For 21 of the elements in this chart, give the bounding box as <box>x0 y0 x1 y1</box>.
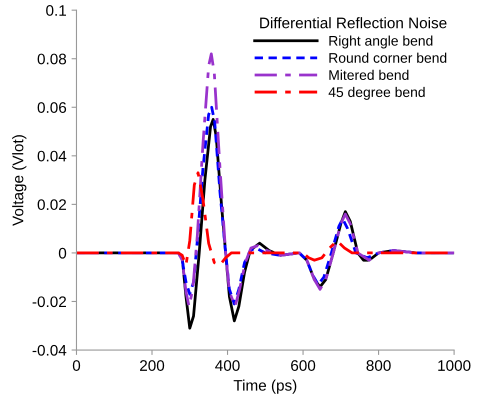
y-tick-label: -0.02 <box>32 296 66 308</box>
legend-label: Right angle bend <box>329 36 432 48</box>
x-tick-label: 400 <box>215 360 240 371</box>
x-tick-label: 0 <box>72 360 80 371</box>
x-tick-label: 1000 <box>438 360 470 371</box>
y-tick-label: 0.06 <box>38 102 66 113</box>
y-tick-label: 0.1 <box>46 5 66 16</box>
x-axis-title: Time (ps) <box>234 380 296 394</box>
legend-label: Round corner bend <box>329 52 446 63</box>
y-axis-title: Voltage (Vlot) <box>12 135 26 226</box>
legend-label: Mitered bend <box>329 70 408 80</box>
y-tick-label: 0.02 <box>38 199 66 210</box>
y-tick-label: -0.04 <box>32 344 66 356</box>
legend-title: Differential Reflection Noise <box>260 17 446 28</box>
legend-label: 45 degree bend <box>328 86 425 100</box>
y-tick-label: 0.08 <box>38 54 66 64</box>
y-tick-label: 0.04 <box>38 150 66 162</box>
y-tick-label: 0 <box>58 248 66 259</box>
x-tick-label: 200 <box>140 360 164 371</box>
x-tick-label: 800 <box>366 360 391 371</box>
x-tick-label: 600 <box>291 360 316 371</box>
